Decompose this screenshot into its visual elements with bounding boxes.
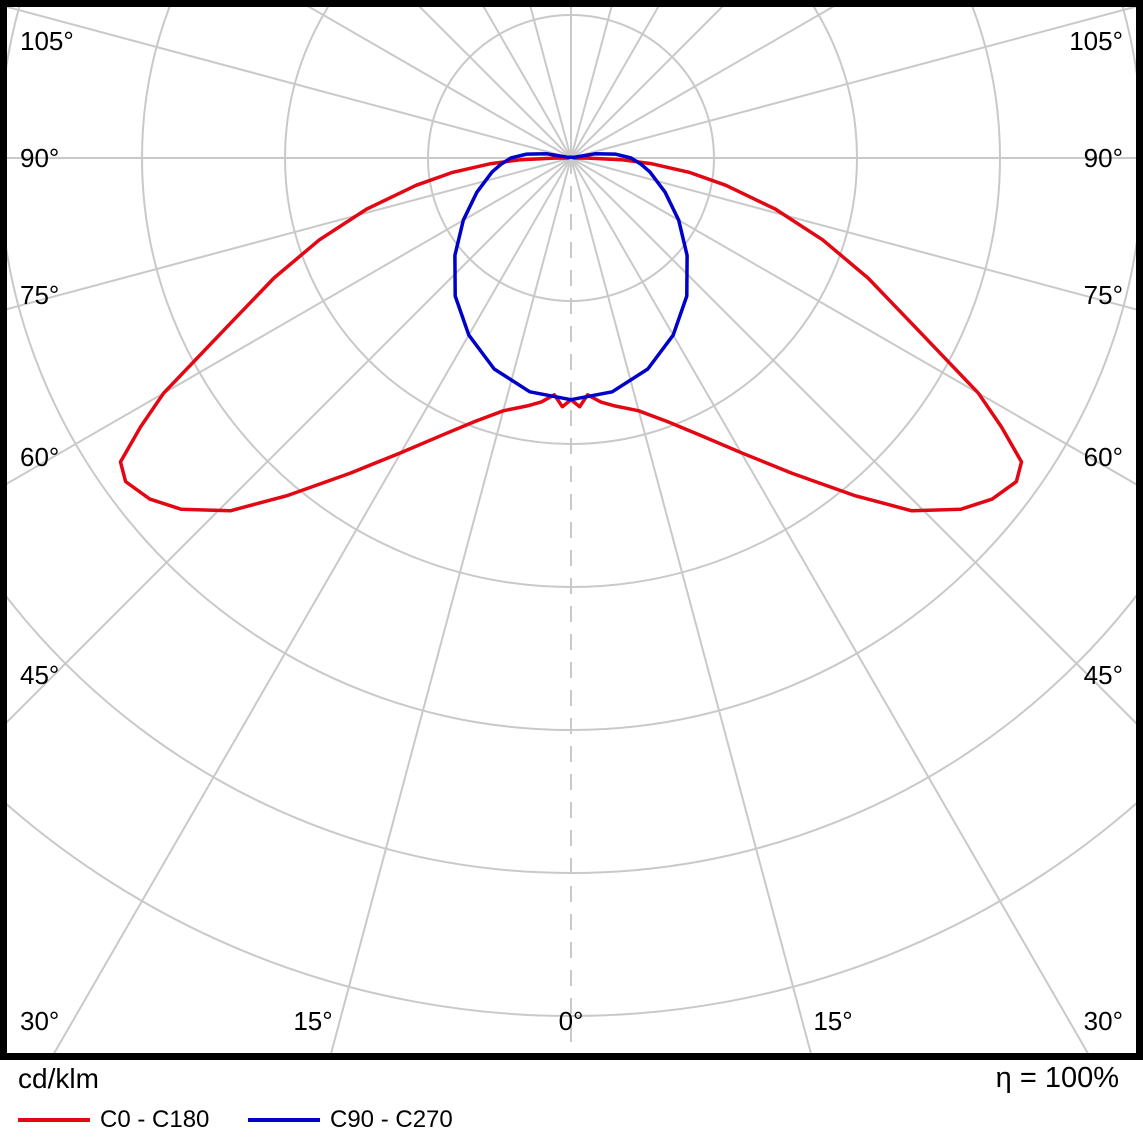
gamma-ray [570, 7, 835, 159]
gamma-labels: 105° 105° 90° 90° 75° 75° 60° 60° 45° 45° 30° 30° 15… [20, 26, 1123, 1036]
legend-item-c90-c270: C90 - C270 [248, 1102, 453, 1138]
legend-item-c0-c180: C0 - C180 [18, 1102, 209, 1138]
gamma-ray [7, 157, 572, 724]
gamma-ray [307, 7, 572, 159]
curve-c90-c270 [453, 152, 689, 402]
blue-line-swatch [248, 1118, 320, 1122]
angle-label-right: 105° [1069, 26, 1123, 56]
gamma-ray [7, 7, 572, 159]
gamma-ray [330, 157, 572, 1053]
angle-label-left: 105° [20, 26, 74, 56]
angle-label-left: 30° [20, 1006, 59, 1036]
angle-label-left: 45° [20, 660, 59, 690]
polar-grid [7, 7, 1136, 1053]
angle-label-right: 90° [1084, 143, 1123, 173]
gamma-ray [570, 157, 1136, 311]
gamma-ray [7, 157, 572, 311]
angle-label-bottom: 15° [293, 1006, 332, 1036]
gamma-ray [570, 157, 1089, 1053]
intensity-ring [7, 802, 1136, 1017]
polar-chart-area: 105° 105° 90° 90° 75° 75° 60° 60° 45° 45° 30° 30° 15… [0, 0, 1143, 1060]
angle-label-left: 60° [20, 442, 59, 472]
angle-label-right: 45° [1084, 660, 1123, 690]
angle-label-bottom: 0° [559, 1006, 584, 1036]
red-line-swatch [18, 1118, 90, 1122]
gamma-ray [7, 157, 572, 485]
legend-label-c0-c180: C0 - C180 [100, 1106, 210, 1133]
efficiency-label: η = 100% [995, 1062, 1119, 1094]
plot-border [0, 0, 1143, 1060]
angle-label-left: 90° [20, 143, 59, 173]
gamma-ray [529, 7, 572, 159]
angle-label-right: 75° [1084, 280, 1123, 310]
legend: C0 - C180 C90 - C270 [0, 1102, 1143, 1138]
gamma-ray [570, 157, 1136, 725]
gamma-ray [570, 7, 613, 159]
angle-label-right: 30° [1084, 1006, 1123, 1036]
curves [118, 152, 1024, 513]
polar-chart: 105° 105° 90° 90° 75° 75° 60° 60° 45° 45° 30° 30° 15… [0, 0, 1143, 1060]
angle-label-left: 75° [20, 280, 59, 310]
gamma-ray [570, 7, 1136, 159]
gamma-ray [570, 157, 812, 1053]
legend-label-c90-c270: C90 - C270 [330, 1106, 453, 1133]
angle-label-right: 60° [1084, 442, 1123, 472]
gamma-ray [53, 157, 572, 1053]
gamma-ray [570, 157, 1136, 486]
angle-label-bottom: 15° [813, 1006, 852, 1036]
unit-label: cd/klm [18, 1063, 99, 1094]
